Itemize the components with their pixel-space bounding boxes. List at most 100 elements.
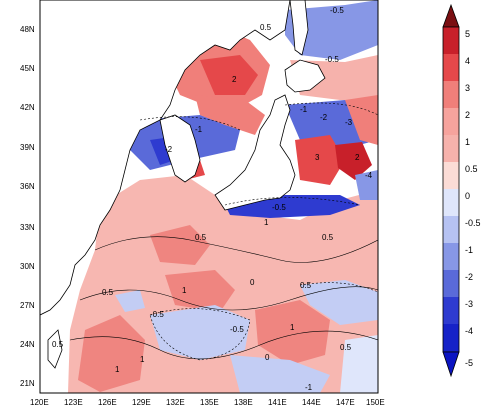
contour-lines [69,102,378,361]
colorbar-label: 5 [465,29,470,39]
latitude-label: 45N [20,64,35,73]
colorbar: 5 4 3 2 1 0.5 0 -0.5 -1 -2 -3 -4 -5 [442,3,481,378]
longitude-label: 129E [132,398,151,407]
map-border [39,0,379,394]
anomaly-field-positive-strong [200,55,258,95]
contour-label: -0.5 [330,6,344,15]
contour-label: -0.5 [230,325,244,334]
anomaly-field-positive-strong [78,315,145,392]
anomaly-field-positive-strong [255,300,330,365]
longitude-axis: 120E 123E 126E 129E 132E 135E 138E 141E … [30,398,385,407]
latitude-label: 27N [20,301,35,310]
anomaly-field-negative [355,170,378,200]
colorbar-label: -0.5 [465,218,481,228]
contour-label: 2 [355,153,360,162]
anomaly-field-positive [195,95,265,135]
colorbar-label: 0 [465,191,470,201]
colorbar-label: 4 [465,56,470,66]
longitude-label: 150E [366,398,385,407]
latitude-label: 30N [20,262,35,271]
contour-label: -2 [165,145,173,154]
anomaly-field-positive-strong [335,142,372,180]
latitude-label: 24N [20,340,35,349]
longitude-label: 132E [166,398,185,407]
contour-label: 1 [140,355,145,364]
contour-label: 0 [250,278,255,287]
contour-label: 1 [290,323,295,332]
contour-label: -2 [320,113,328,122]
latitude-label: 21N [20,379,35,388]
contour-label: -1 [305,383,313,392]
land-hokkaido [284,59,326,93]
latitude-axis: 21N 24N 27N 30N 33N 36N 39N 42N 45N 48N [20,25,35,388]
colorbar-label: 3 [465,83,470,93]
land-asia [40,0,291,316]
contour-label: 0.5 [300,281,312,290]
colorbar-label: -5 [465,358,473,368]
land-taiwan [47,329,63,369]
colorbar-bottom-arrow [442,351,460,378]
colorbar-swatch [443,243,459,270]
anomaly-field-positive-strong [165,270,235,312]
contour-label: 2 [232,75,237,84]
land-japan [214,94,296,211]
contour-label: -3 [345,118,353,127]
contour-label: -1 [300,105,308,114]
colorbar-label: 1 [465,137,470,147]
latitude-label: 36N [20,182,35,191]
longitude-label: 120E [30,398,49,407]
colorbar-swatch [443,270,459,297]
land-korea [159,114,201,183]
longitude-label: 138E [234,398,253,407]
contour-label: -0.5 [272,203,286,212]
contour-label: 0.5 [52,340,64,349]
contour-label: 0.5 [340,343,352,352]
anomaly-field-positive [345,95,378,145]
colorbar-swatch [443,189,459,216]
colorbar-label: -2 [465,272,473,282]
anomaly-field-negative [285,0,378,60]
contour-label: 0.5 [322,233,334,242]
colorbar-swatch [443,54,459,81]
longitude-label: 141E [268,398,287,407]
contour-label: -0.5 [150,310,164,319]
colorbar-top-arrow [442,3,460,28]
colorbar-swatch [443,27,459,54]
colorbar-swatch [443,297,459,324]
colorbar-swatch [443,162,459,189]
latitude-label: 48N [20,25,35,34]
colorbar-swatch [443,216,459,243]
contour-label: 3 [315,153,320,162]
land-sakhalin [289,0,309,56]
anomaly-field-negative [230,355,330,393]
contour-label: -1 [195,125,203,134]
longitude-label: 144E [302,398,321,407]
contour-label: 1 [182,286,187,295]
contour-label: -0.5 [325,55,339,64]
contour-label-layer: 0.5 0.5 0.5 0.5 0.5 0.5 0.5 0 0 -0.5 -0.… [52,6,373,392]
longitude-label: 135E [200,398,219,407]
longitude-label: 147E [336,398,355,407]
colorbar-label: 2 [465,110,470,120]
anomaly-field-negative [340,335,378,393]
anomaly-field-positive-strong [150,225,210,265]
contour-label: 0 [265,353,270,362]
contour-label: 1 [115,365,120,374]
colorbar-swatch [443,81,459,108]
latitude-label: 42N [20,103,35,112]
colorbar-label: -1 [465,245,473,255]
colorbar-label: -3 [465,299,473,309]
longitude-label: 126E [98,398,117,407]
colorbar-label: 0.5 [465,164,478,174]
latitude-label: 39N [20,143,35,152]
colorbar-swatch [443,324,459,352]
contour-label: 1 [264,218,269,227]
anomaly-field-negative [115,290,145,312]
contour-label: 0.5 [102,288,114,297]
colorbar-swatch [443,108,459,135]
longitude-label: 123E [64,398,83,407]
colorbar-label: -4 [465,326,473,336]
anomaly-field-negative [150,305,250,360]
contour-label: 0.5 [195,233,207,242]
